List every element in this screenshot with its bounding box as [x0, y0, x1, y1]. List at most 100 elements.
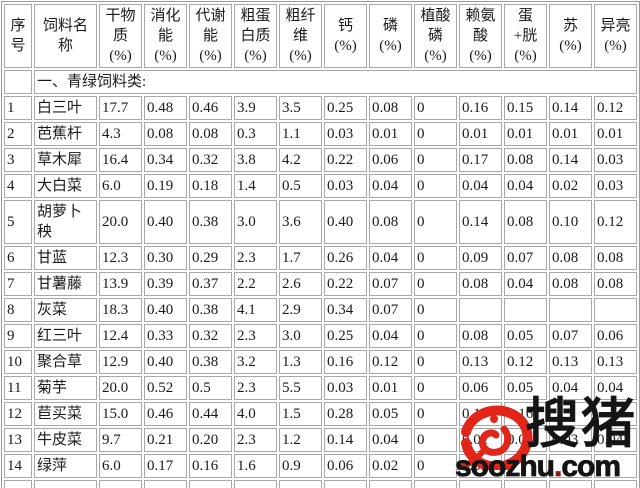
- value-cell: 0.04: [504, 174, 547, 198]
- value-cell: 0.04: [369, 428, 412, 452]
- value-cell: 0.46: [189, 96, 232, 120]
- value-cell: 0.16: [459, 402, 502, 426]
- value-cell: 2.3: [234, 246, 277, 270]
- value-cell: 0: [414, 272, 457, 296]
- value-cell: 0.03: [549, 428, 592, 452]
- value-cell: 0.33: [144, 324, 187, 348]
- value-cell: 0.03: [324, 122, 367, 146]
- value-cell: 2.3: [234, 376, 277, 400]
- column-header: 蛋+胱(%): [504, 4, 547, 68]
- value-cell: 0: [414, 298, 457, 322]
- empty-cell: [279, 480, 322, 488]
- value-cell: 9.7: [99, 428, 142, 452]
- value-cell: [549, 402, 592, 426]
- empty-cell: [594, 480, 637, 488]
- value-cell: 1.2: [279, 428, 322, 452]
- column-header: 粗纤维(%): [279, 4, 322, 68]
- value-cell: 0.08: [549, 272, 592, 296]
- value-cell: 3.8: [234, 148, 277, 172]
- value-cell: 2.3: [234, 324, 277, 348]
- value-cell: 0.08: [594, 272, 637, 296]
- value-cell: 0.03: [459, 454, 502, 478]
- table-row: 13 牛皮菜 9.7 0.21 0.20 2.3 1.2 0.14 0.04 0 0.01 0.06 0…: [4, 428, 637, 452]
- value-cell: 0: [414, 402, 457, 426]
- value-cell: 0.14: [549, 148, 592, 172]
- value-cell: 0.03: [594, 174, 637, 198]
- value-cell: 0.40: [144, 200, 187, 244]
- value-cell: 0.12: [594, 200, 637, 244]
- value-cell: 4.1: [234, 298, 277, 322]
- value-cell: 0.01: [504, 122, 547, 146]
- serial-cell: 13: [4, 428, 32, 452]
- value-cell: 0: [414, 200, 457, 244]
- feed-name-cell: 胡萝卜秧: [34, 200, 97, 244]
- feed-name-cell: 菊芋: [34, 376, 97, 400]
- feed-name-cell: 白三叶: [34, 96, 97, 120]
- value-cell: 0.48: [144, 96, 187, 120]
- section-header-row: 一、青绿饲料类:: [4, 70, 637, 94]
- table-row: 8 灰菜 18.3 0.40 0.38 4.1 2.9 0.34 0.07 0: [4, 298, 637, 322]
- value-cell: 4.3: [99, 122, 142, 146]
- value-cell: 0.15: [504, 96, 547, 120]
- value-cell: 0.01: [369, 122, 412, 146]
- table-row: 1 白三叶 17.7 0.48 0.46 3.9 3.5 0.25 0.08 0 0.16 0.15 0…: [4, 96, 637, 120]
- value-cell: 0.30: [144, 246, 187, 270]
- value-cell: 3.9: [234, 96, 277, 120]
- table-row: 6 甘蓝 12.3 0.30 0.29 2.3 1.7 0.26 0.04 0 0.09 0.07 0.…: [4, 246, 637, 270]
- value-cell: 0.13: [549, 350, 592, 374]
- header-row: 序号 饲料名称 干物质(%) 消化能(%) 代谢能(%) 粗蛋白质(%) 粗纤维(%) 钙(%…: [4, 4, 637, 68]
- value-cell: 16.4: [99, 148, 142, 172]
- value-cell: 0.18: [189, 174, 232, 198]
- value-cell: 0.29: [189, 246, 232, 270]
- feed-name-cell: 苣买菜: [34, 402, 97, 426]
- value-cell: 3.2: [234, 350, 277, 374]
- value-cell: 0.05: [504, 376, 547, 400]
- feed-name-cell: 芭蕉杆: [34, 122, 97, 146]
- value-cell: 1.6: [234, 454, 277, 478]
- value-cell: 0.08: [549, 246, 592, 270]
- value-cell: 12.3: [99, 246, 142, 270]
- serial-cell: 10: [4, 350, 32, 374]
- table-row: 10 聚合草 12.9 0.40 0.38 3.2 1.3 0.16 0.12 0 0.13 0.12…: [4, 350, 637, 374]
- value-cell: [549, 298, 592, 322]
- empty-cell: [504, 480, 547, 488]
- value-cell: 0.04: [594, 376, 637, 400]
- serial-cell: 3: [4, 148, 32, 172]
- feed-name-cell: 绿萍: [34, 454, 97, 478]
- value-cell: 0: [414, 350, 457, 374]
- value-cell: [504, 298, 547, 322]
- value-cell: [594, 454, 637, 478]
- value-cell: 0.46: [144, 402, 187, 426]
- value-cell: 0.08: [459, 324, 502, 348]
- feed-name-cell: 红三叶: [34, 324, 97, 348]
- value-cell: 0.07: [369, 272, 412, 296]
- column-header: 植酸磷(%): [414, 4, 457, 68]
- value-cell: 0.06: [369, 148, 412, 172]
- value-cell: 2.3: [234, 428, 277, 452]
- value-cell: 1.5: [279, 402, 322, 426]
- value-cell: 0.02: [549, 174, 592, 198]
- value-cell: 0: [414, 324, 457, 348]
- value-cell: 0.12: [594, 96, 637, 120]
- value-cell: 0.13: [594, 350, 637, 374]
- value-cell: 1.3: [279, 350, 322, 374]
- table-row: 7 甘薯藤 13.9 0.39 0.37 2.2 2.6 0.22 0.07 0 0.08 0.04 0…: [4, 272, 637, 296]
- feed-name-cell: 牛皮菜: [34, 428, 97, 452]
- table-row: 2 芭蕉杆 4.3 0.08 0.08 0.3 1.1 0.03 0.01 0 0.01 0.01 0.…: [4, 122, 637, 146]
- value-cell: 0.08: [459, 272, 502, 296]
- value-cell: 0: [414, 428, 457, 452]
- serial-cell: 6: [4, 246, 32, 270]
- serial-cell: 12: [4, 402, 32, 426]
- column-header: 序号: [4, 4, 32, 68]
- value-cell: 0.07: [549, 324, 592, 348]
- value-cell: 13.9: [99, 272, 142, 296]
- value-cell: 1.1: [279, 122, 322, 146]
- value-cell: 4.2: [279, 148, 322, 172]
- value-cell: 0.04: [459, 174, 502, 198]
- value-cell: [459, 298, 502, 322]
- value-cell: 1.7: [279, 246, 322, 270]
- serial-cell: 11: [4, 376, 32, 400]
- value-cell: 0.06: [504, 428, 547, 452]
- value-cell: 0.34: [144, 148, 187, 172]
- value-cell: 0.07: [504, 246, 547, 270]
